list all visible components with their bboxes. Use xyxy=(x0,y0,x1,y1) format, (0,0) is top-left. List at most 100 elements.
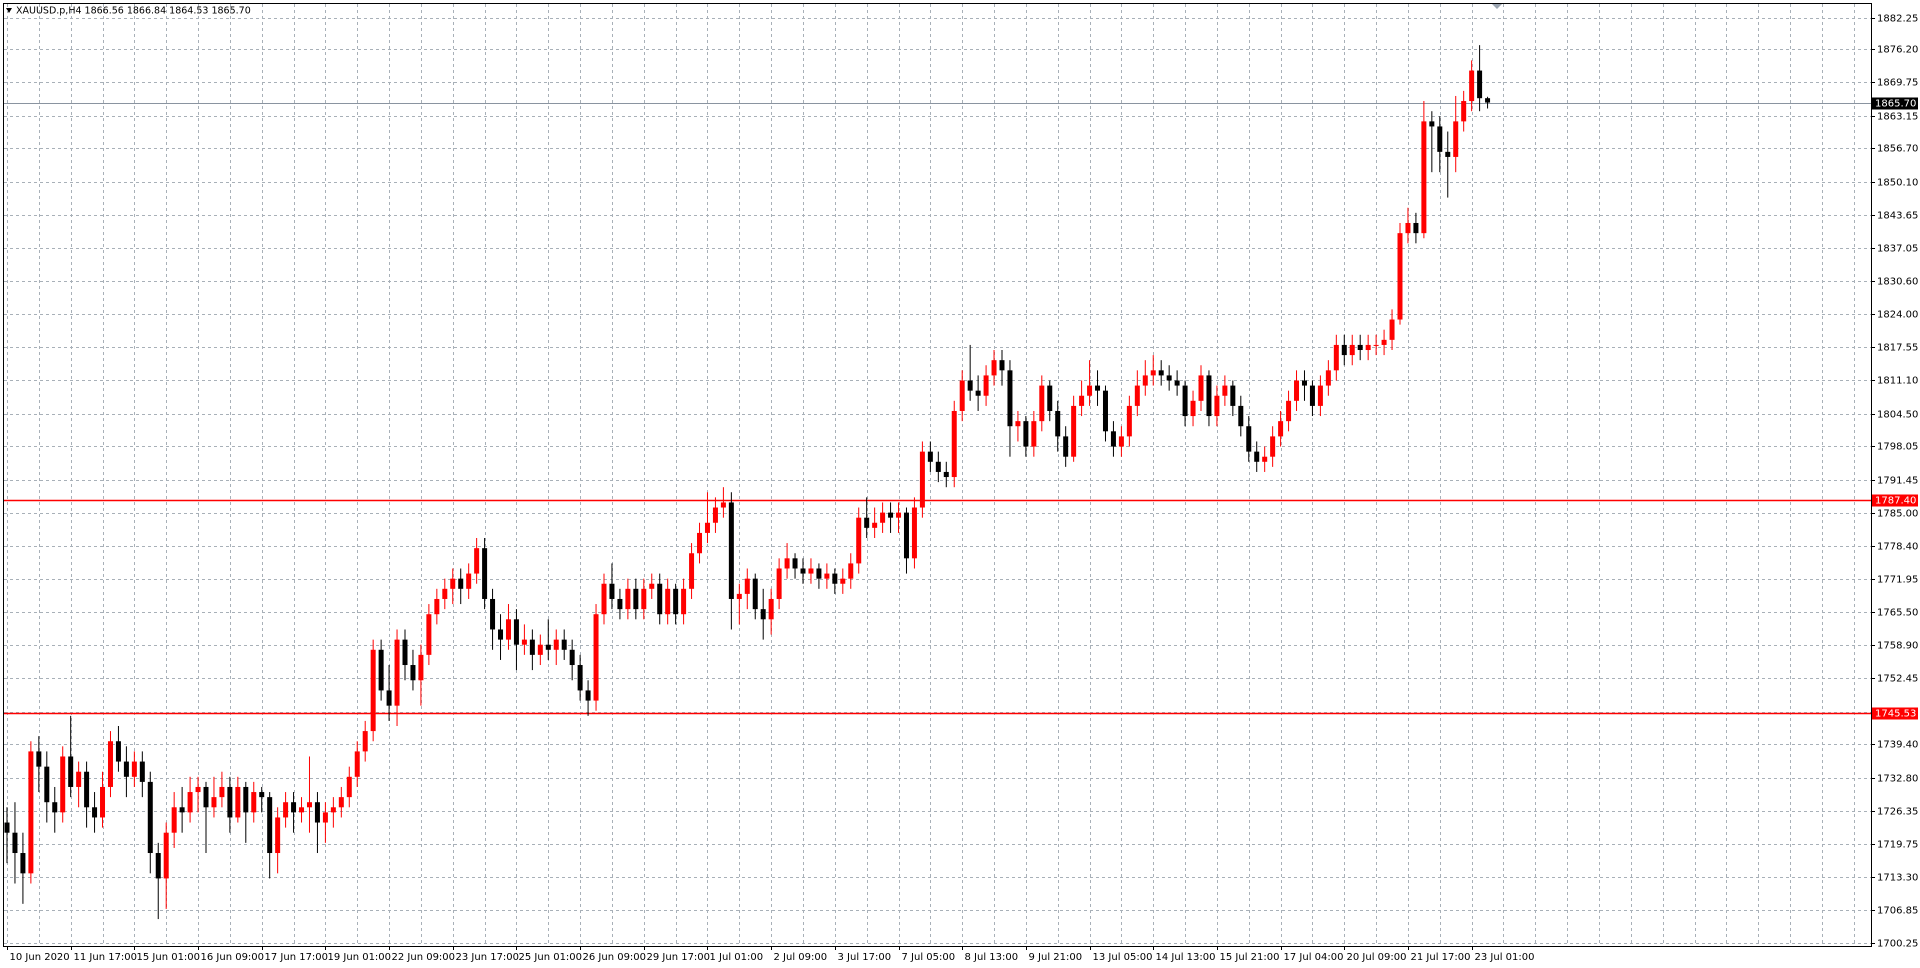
candle-body xyxy=(482,548,488,599)
candle-body xyxy=(1421,121,1427,234)
bid-label-box xyxy=(1872,97,1918,110)
candle-body xyxy=(442,588,448,599)
y-tick-label: 1706.85 xyxy=(1877,906,1918,917)
candle-body xyxy=(617,598,623,610)
candle-body xyxy=(20,853,26,874)
candle-body xyxy=(338,797,344,808)
candle-body xyxy=(577,665,583,691)
candle-body xyxy=(760,609,766,620)
y-tick-label: 1804.50 xyxy=(1877,410,1918,421)
plot-frame xyxy=(3,3,1872,947)
candle-body xyxy=(60,756,66,813)
candle-body xyxy=(434,598,440,615)
y-tick-label: 1876.20 xyxy=(1877,45,1918,56)
x-tick-label: 16 Jun 09:00 xyxy=(201,952,265,963)
y-tick-label: 1791.45 xyxy=(1877,476,1918,487)
candle-body xyxy=(736,593,742,599)
candle-body xyxy=(322,812,328,823)
candle-body xyxy=(1286,400,1292,422)
candle-body xyxy=(1087,385,1093,396)
candle-body xyxy=(848,563,854,579)
candle-body xyxy=(1365,344,1371,351)
candle-body xyxy=(243,786,249,813)
candle-body xyxy=(1102,390,1108,432)
candle-body xyxy=(1397,233,1403,320)
candle-body xyxy=(1110,431,1116,447)
y-tick-label: 1726.35 xyxy=(1877,807,1918,818)
candle-body xyxy=(1357,344,1363,351)
candle-body xyxy=(490,598,496,630)
y-tick-label: 1850.10 xyxy=(1877,178,1918,189)
candle-body xyxy=(1222,385,1228,396)
candle-body xyxy=(147,781,153,854)
candle-body xyxy=(824,573,830,579)
x-tick-label: 15 Jun 01:00 xyxy=(137,952,201,963)
candle-body xyxy=(1294,380,1300,401)
candle-body xyxy=(1182,385,1188,417)
x-tick-label: 21 Jul 17:00 xyxy=(1411,952,1471,963)
y-tick-label: 1752.45 xyxy=(1877,674,1918,685)
x-tick-label: 1 Jul 01:00 xyxy=(710,952,764,963)
candle-body xyxy=(1118,436,1124,447)
y-tick-label: 1824.00 xyxy=(1877,310,1918,321)
candle-body xyxy=(187,792,193,813)
candle-body xyxy=(330,807,336,813)
candle-body xyxy=(704,522,710,533)
x-tick-label: 2 Jul 09:00 xyxy=(774,952,828,963)
candle-body xyxy=(291,802,297,813)
candle-body xyxy=(951,410,957,478)
candle-body xyxy=(28,751,34,874)
candle-body xyxy=(673,588,679,615)
x-tick-label: 13 Jul 05:00 xyxy=(1093,952,1153,963)
candle-body xyxy=(959,380,965,411)
candle-body xyxy=(1254,451,1260,462)
candle-body xyxy=(983,375,989,396)
candle-body xyxy=(36,751,42,767)
candle-body xyxy=(1230,385,1236,406)
level-label: 1787.40 xyxy=(1875,496,1916,507)
candle-body xyxy=(450,578,456,589)
candle-body xyxy=(681,588,687,615)
y-tick-label: 1778.40 xyxy=(1877,542,1918,553)
candle-body xyxy=(888,512,894,518)
candle-body xyxy=(625,588,631,610)
x-tick-label: 29 Jun 17:00 xyxy=(647,952,711,963)
chart-title: XAUUSD.p,H4 1866.56 1866.84 1864.53 1865… xyxy=(16,6,251,17)
candle-body xyxy=(816,568,822,579)
candle-body xyxy=(107,741,113,787)
candle-body xyxy=(1349,344,1355,356)
candle-body xyxy=(211,797,217,808)
candle-body xyxy=(1039,385,1045,422)
candle-body xyxy=(561,639,567,650)
x-tick-label: 25 Jun 01:00 xyxy=(519,952,583,963)
candle-body xyxy=(68,756,74,787)
candle-body xyxy=(712,507,718,523)
y-tick-label: 1713.30 xyxy=(1877,873,1918,884)
candle-body xyxy=(1134,385,1140,406)
y-tick-label: 1830.60 xyxy=(1877,277,1918,288)
candle-body xyxy=(1437,126,1443,152)
candle-body xyxy=(832,573,838,584)
candle-body xyxy=(896,512,902,518)
candle-body xyxy=(12,832,18,854)
candle-body xyxy=(426,614,432,655)
candle-body xyxy=(394,639,400,706)
y-tick-label: 1798.05 xyxy=(1877,442,1918,453)
candle-body xyxy=(728,502,734,599)
candle-body xyxy=(299,807,305,813)
symbol-menu-arrow[interactable] xyxy=(6,8,12,13)
bid-label: 1865.70 xyxy=(1875,99,1916,110)
candle-body xyxy=(267,797,273,854)
x-tick-label: 17 Jul 04:00 xyxy=(1284,952,1344,963)
candle-body xyxy=(665,588,671,615)
x-tick-label: 23 Jul 01:00 xyxy=(1475,952,1535,963)
candle-body xyxy=(275,817,281,854)
candle-body xyxy=(1381,339,1387,345)
candle-body xyxy=(410,665,416,681)
candle-body xyxy=(1015,421,1021,427)
candle-body xyxy=(1461,101,1467,122)
candle-body xyxy=(593,614,599,701)
y-tick-label: 1700.25 xyxy=(1877,939,1918,950)
candle-body xyxy=(1246,426,1252,452)
level-label-box xyxy=(1872,707,1918,720)
